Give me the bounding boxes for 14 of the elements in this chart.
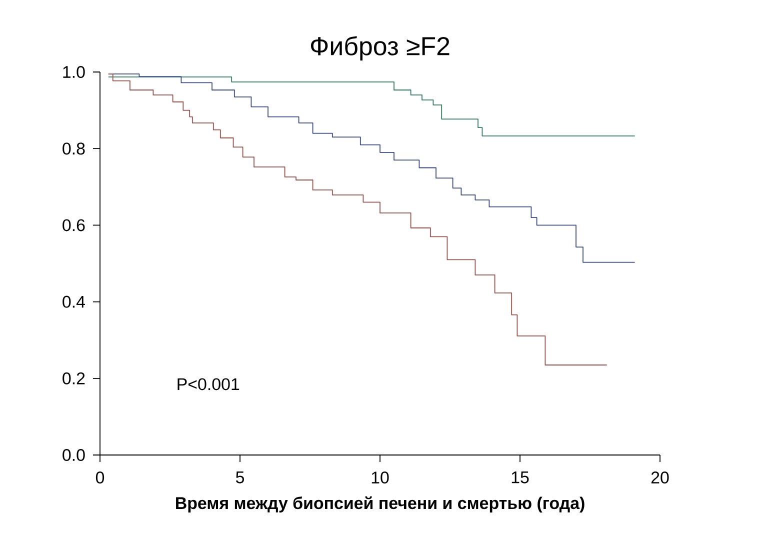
y-tick-label: 0.6	[62, 219, 85, 232]
x-tick-label: 0	[96, 472, 104, 484]
y-tick-label: 0.2	[62, 372, 85, 384]
x-tick-label: 15	[512, 472, 529, 484]
y-tick-label: 0.0	[62, 449, 85, 461]
x-tick-label: 20	[651, 472, 669, 484]
x-tick-label: 10	[372, 472, 389, 484]
annotation: P<0.001	[178, 378, 240, 390]
y-tick-label: 1.0	[63, 66, 85, 78]
x-axis-title: Время между биопсией печени и смертью (года)	[176, 496, 584, 512]
y-tick-label: 0.4	[62, 296, 85, 308]
chart-title: Фиброз ≥F2	[310, 36, 450, 60]
y-tick-label: 0.8	[62, 142, 85, 155]
x-tick-label: 5	[236, 472, 244, 484]
